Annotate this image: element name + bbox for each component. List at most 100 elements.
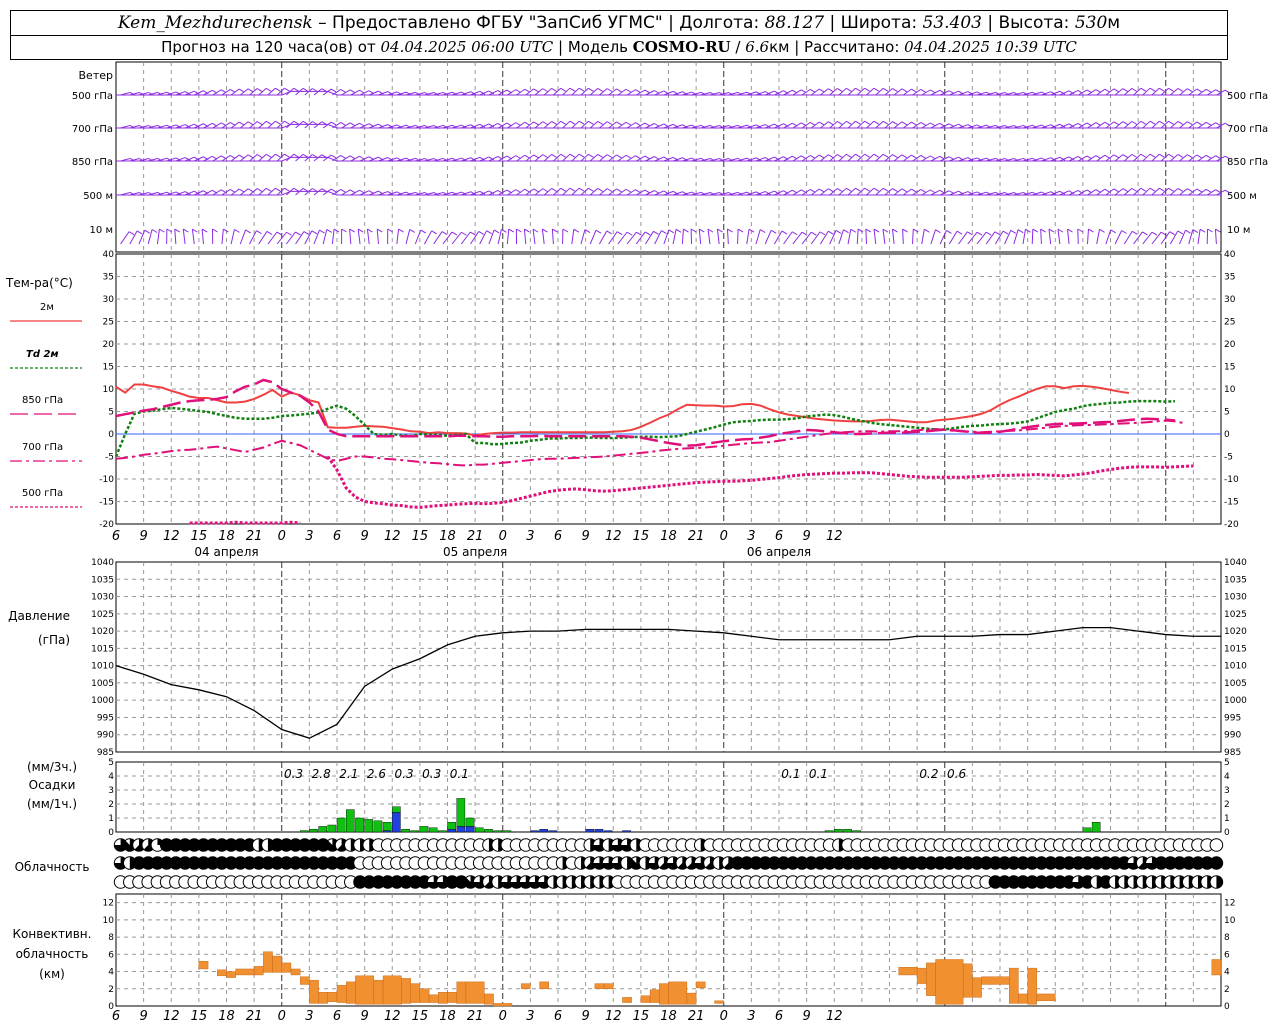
wind-barb-feather (1169, 231, 1175, 236)
wind-barb (341, 89, 351, 96)
time-tick-label: 3 (305, 529, 313, 544)
temp-series-t700 (115, 419, 1185, 467)
wind-barb (120, 124, 131, 129)
wind-barb-feather (321, 88, 328, 93)
wind-barb (415, 92, 426, 96)
wind-barb (949, 123, 959, 129)
wind-barb (810, 154, 820, 162)
wind-barb (553, 87, 562, 96)
wind-barb (203, 89, 213, 96)
convective-bar (355, 975, 375, 1005)
time-tick-label: 21 (688, 529, 705, 544)
wind-barb (166, 191, 177, 196)
wind-barb (599, 88, 608, 96)
wind-barb (645, 231, 654, 245)
wind-barb (884, 188, 893, 196)
wind-barb-feather (811, 231, 817, 236)
wind-barb (1188, 229, 1194, 245)
wind-barb-feather (1131, 230, 1138, 235)
wind-barb-feather (843, 229, 849, 234)
legend-label: 700 гПа (22, 442, 63, 453)
wind-barb (405, 91, 416, 96)
wind-barb (1216, 122, 1226, 129)
cloud-octa-fill (473, 875, 487, 889)
wind-barb-feather (1224, 189, 1231, 194)
wind-barb-feather (175, 91, 182, 96)
wind-barb (433, 124, 444, 129)
wind-barb (350, 155, 360, 162)
wind-barb (873, 229, 877, 245)
wind-barb (589, 88, 599, 96)
wind-barb (1160, 187, 1169, 196)
precip-bar-snow (447, 829, 456, 833)
convective-bar (272, 955, 282, 973)
precip-bar-rain (428, 827, 438, 833)
y-tick-label-right: 3 (1224, 786, 1230, 796)
wind-barb (1050, 156, 1061, 162)
wind-barb (967, 157, 978, 162)
wind-barb-feather (330, 188, 337, 193)
wind-barb (1059, 190, 1070, 196)
wind-barb-feather (1050, 191, 1057, 196)
wind-barb (866, 153, 875, 162)
wind-barb (1216, 155, 1226, 162)
wind-barb-feather (748, 228, 755, 233)
wind-barb (442, 91, 453, 96)
wind-barb (543, 154, 553, 162)
wind-barb-feather (901, 88, 908, 93)
wind-barb (203, 155, 213, 162)
wind-barb-feather (247, 88, 254, 93)
wind-barb (1151, 231, 1162, 245)
wind-barb (1022, 124, 1033, 129)
wind-barb (147, 229, 153, 245)
precip-3h-label: 0.3 (395, 767, 414, 781)
wind-barb (1151, 187, 1160, 196)
wind-barb (369, 90, 379, 96)
wind-barb (1151, 153, 1160, 162)
y-tick-label-right: 35 (1224, 273, 1235, 283)
wind-barb-feather (1104, 121, 1111, 126)
wind-barb (378, 91, 388, 96)
wind-barb (783, 231, 793, 245)
wind-barb (497, 155, 508, 162)
wind-barb-feather (406, 191, 412, 196)
wind-barb-feather (819, 231, 826, 236)
wind-barb (203, 122, 213, 129)
wind-barb-feather (846, 153, 852, 158)
wind-barb-feather (1199, 228, 1206, 233)
wind-barb-feather (913, 228, 919, 233)
wind-barb-feather (956, 230, 963, 235)
wind-barb (322, 229, 328, 245)
wind-barb-feather (144, 229, 151, 234)
wind-barb (700, 124, 711, 129)
wind-barb (792, 155, 802, 162)
time-tick-label: 21 (688, 1009, 705, 1024)
wind-barb (1032, 91, 1042, 96)
wind-barb (654, 230, 662, 245)
wind-barb-feather (333, 228, 340, 233)
wind-barb (774, 156, 784, 162)
wind-barb (1032, 124, 1042, 129)
convective-bar (346, 981, 356, 1004)
y-tick-label-left: 2 (108, 985, 114, 995)
wind-barb (681, 229, 684, 245)
wind-barb (930, 189, 941, 196)
y-tick-label-left: 1040 (91, 558, 114, 568)
wind-barb (1086, 229, 1089, 245)
convective-bar (327, 992, 338, 1002)
wind-barb (461, 91, 471, 96)
wind-barb (829, 188, 838, 196)
y-tick-label-right: 25 (1224, 318, 1235, 328)
wind-barb-feather (584, 229, 591, 233)
cloud-octa-fill (326, 838, 339, 852)
time-tick-label: 21 (246, 529, 263, 544)
wind-barb (912, 189, 922, 196)
wind-barb (304, 230, 313, 245)
wind-barb (1160, 87, 1169, 96)
wind-barb (1022, 191, 1033, 196)
legend-label: 2м (40, 302, 54, 313)
wind-barb (691, 91, 702, 96)
wind-barb (884, 121, 893, 129)
wind-barb (1041, 124, 1052, 129)
y-tick-label-left: 20 (103, 340, 115, 350)
